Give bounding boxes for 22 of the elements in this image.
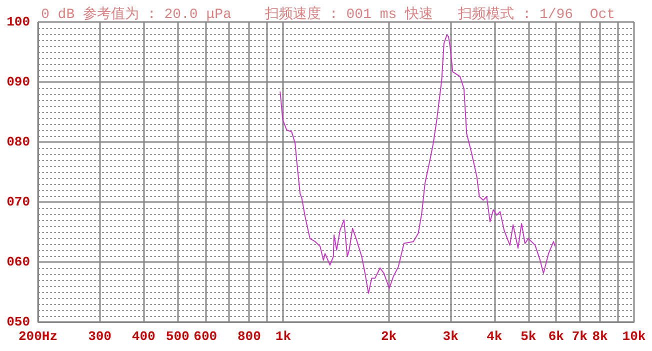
x-tick-label: 400 [132,329,156,344]
x-tick-label: 2k [380,329,397,344]
x-tick-label: 200Hz [18,329,58,344]
x-tick-label: 4k [486,329,502,344]
x-tick-label: 7k [572,329,588,344]
x-tick-label: 5k [520,329,536,344]
y-tick-label: 070 [6,194,30,210]
y-tick-label: 080 [6,134,30,150]
x-tick-label: 600 [194,329,218,344]
x-tick-label: 800 [238,329,262,344]
x-tick-label: 500 [166,329,190,344]
x-tick-label: 3k [442,329,459,344]
chart-title: 0 dB 参考值为 : 20.0 μPa 扫频速度 : 001 ms 快速 扫频模式 : 1/96 Oct [41,6,616,23]
x-tick-label: 1k [275,329,292,344]
x-tick-label: 10k [622,329,646,344]
x-tick-label: 6k [548,329,564,344]
x-tick-label: 8k [592,329,608,344]
y-tick-label: 090 [6,74,30,90]
y-tick-label: 100 [6,14,30,30]
x-tick-label: 300 [88,329,112,344]
y-tick-label: 060 [6,254,30,270]
y-tick-label: 050 [6,314,30,330]
